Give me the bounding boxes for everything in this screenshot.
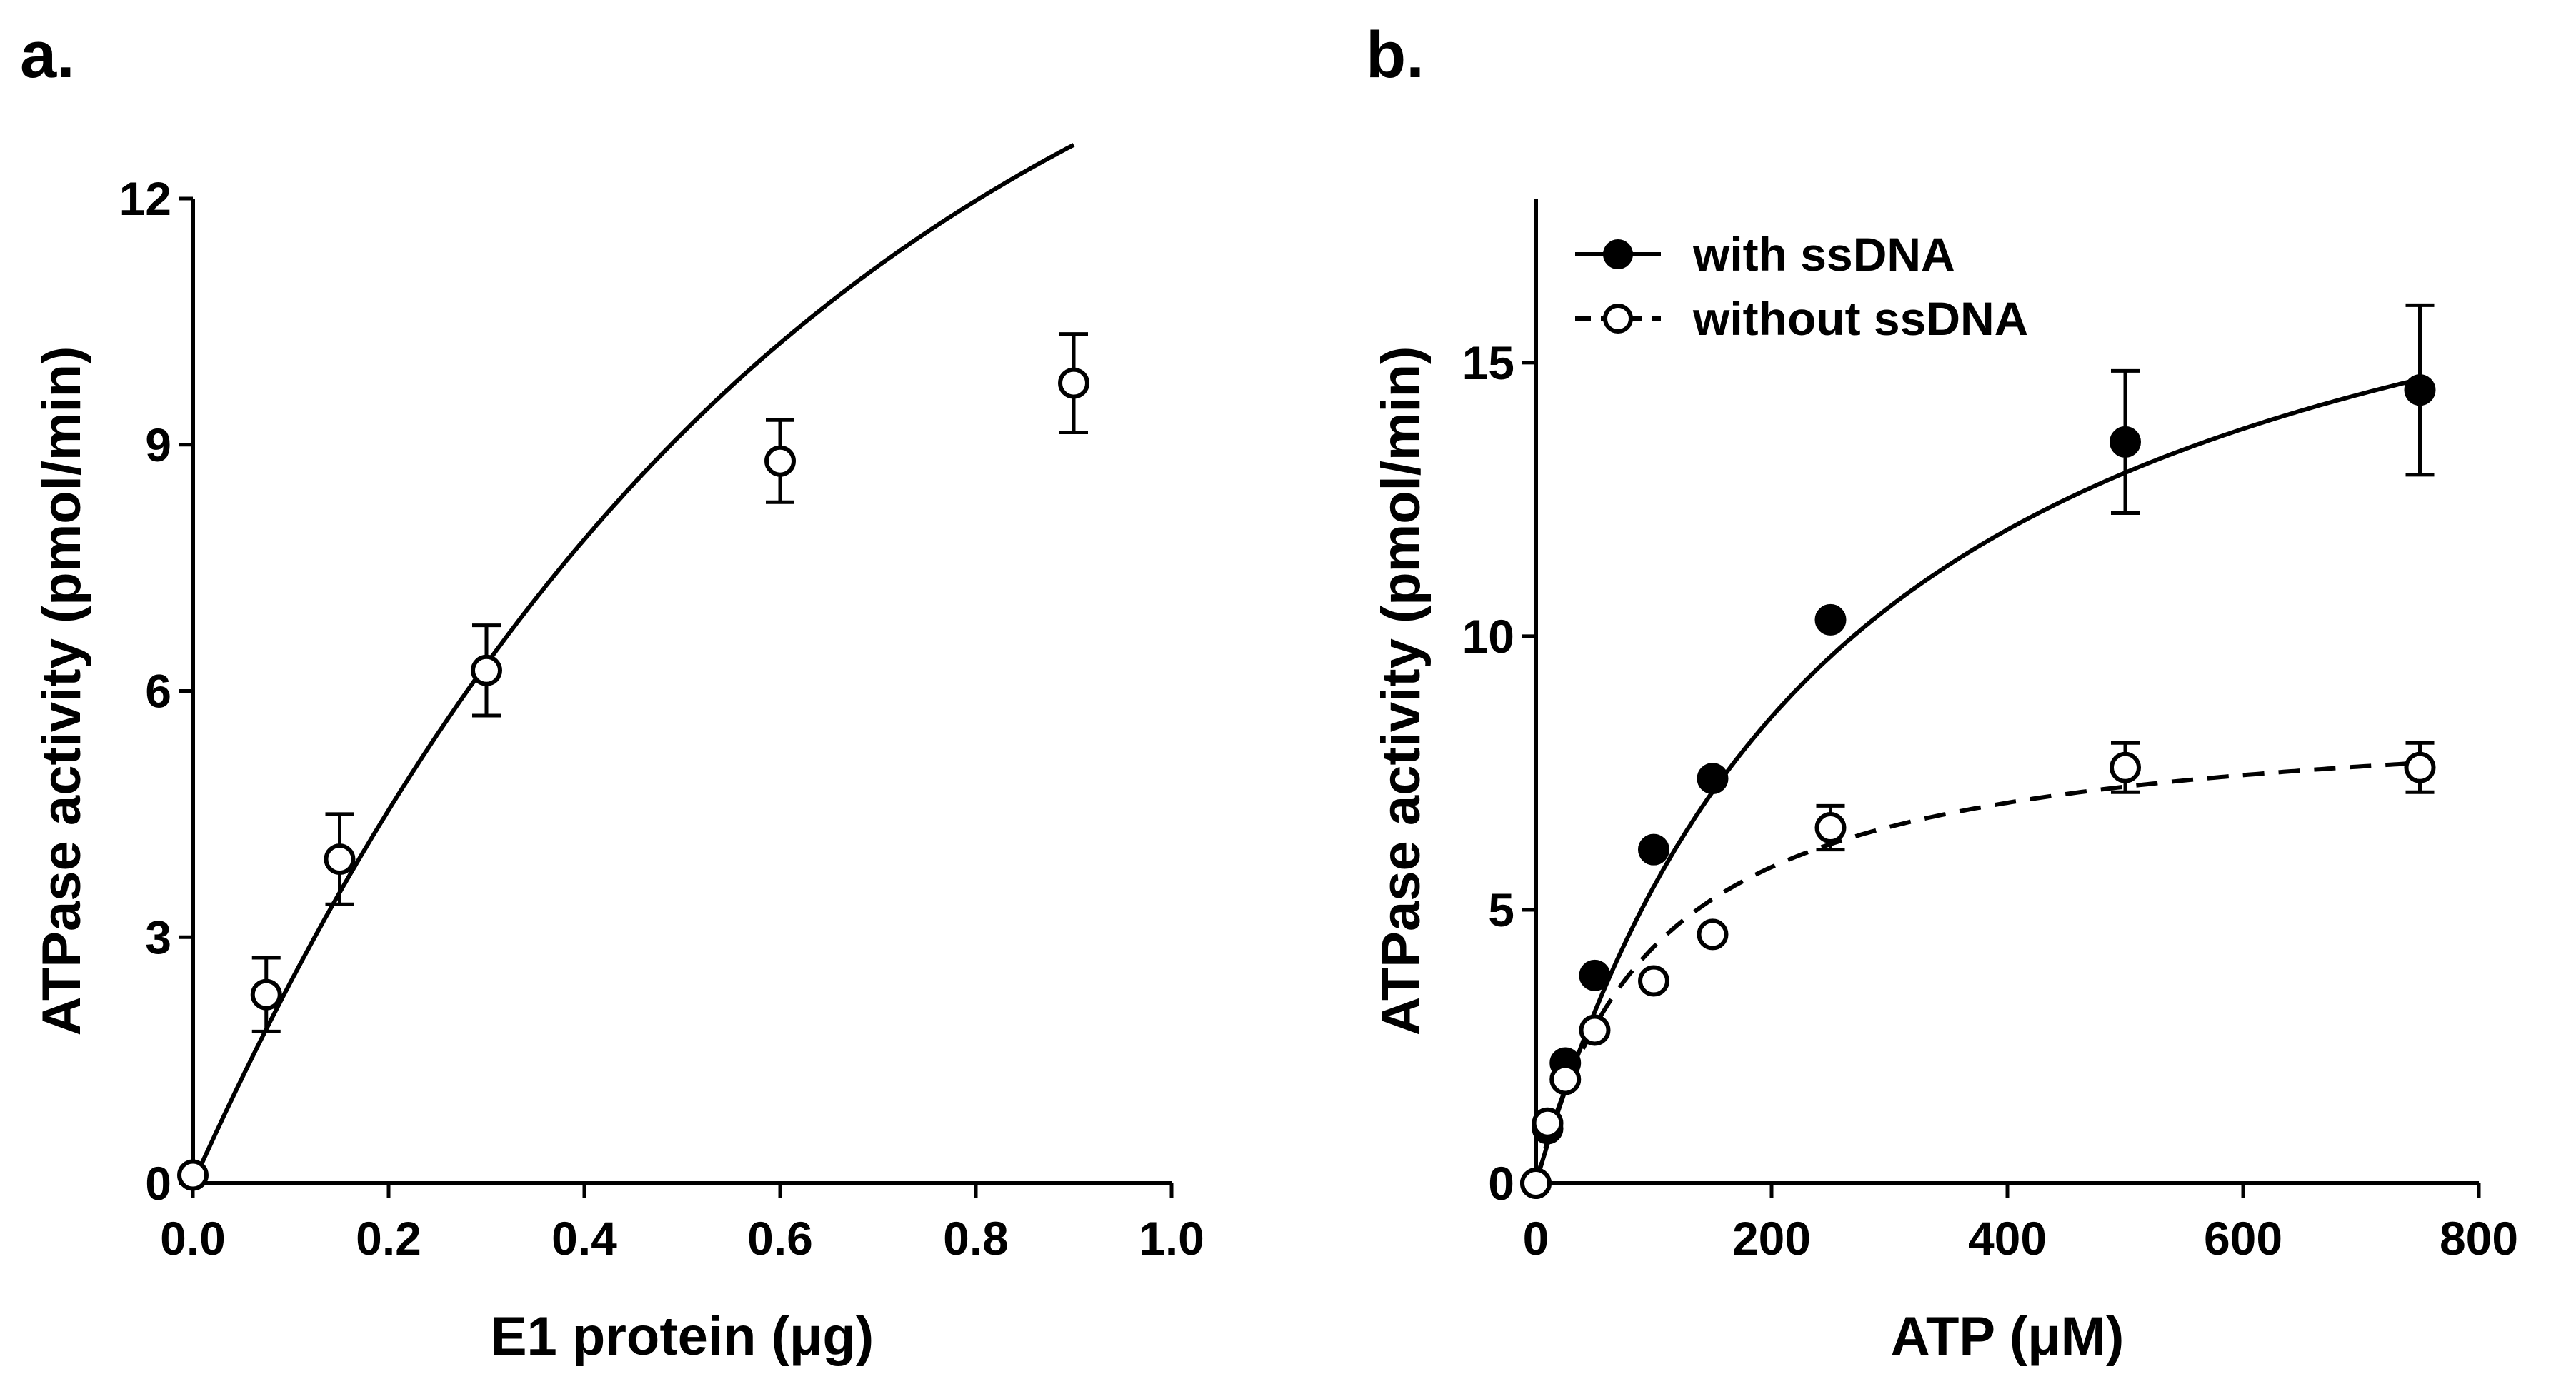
data-point <box>1697 763 1729 795</box>
fit-curve-series-0 <box>191 143 1075 1185</box>
panel-label-b: b. <box>1366 19 1424 91</box>
fit-curve-series-0 <box>1534 377 2421 1184</box>
data-point <box>2404 374 2436 406</box>
data-point <box>177 1159 209 1191</box>
x-tick-label: 0.0 <box>160 1212 226 1265</box>
y-tick-label: 9 <box>145 418 171 471</box>
data-point <box>1520 1168 1552 1199</box>
data-point <box>1532 1107 1564 1139</box>
x-tick-label: 800 <box>2440 1212 2518 1265</box>
data-point <box>2110 426 2141 458</box>
data-point <box>1638 833 1669 866</box>
y-tick-label: 0 <box>145 1157 171 1210</box>
chart-b: 0 200 400 600 800 0 5 10 15 ATP (μM) ATPase activi… <box>1371 199 2518 1367</box>
data-point <box>1638 965 1669 997</box>
data-point <box>471 654 502 686</box>
data-point <box>1579 959 1611 991</box>
data-point <box>1814 812 1847 844</box>
x-tick-label: 1.0 <box>1139 1212 1204 1265</box>
panel-label-a: a. <box>20 19 75 91</box>
x-tick-label: 400 <box>1968 1212 2047 1265</box>
y-axis-title: ATPase activity (pmol/min) <box>1371 346 1432 1036</box>
y-tick-label: 10 <box>1462 610 1514 663</box>
x-tick-label: 0 <box>1523 1212 1549 1265</box>
data-point <box>1549 1063 1582 1095</box>
fit-curve-series-1 <box>1534 761 2420 1184</box>
y-axis-title: ATPase activity (pmol/min) <box>31 346 92 1036</box>
y-tick-label: 6 <box>145 665 171 718</box>
y-tick-label: 3 <box>145 911 171 963</box>
y-tick-label: 5 <box>1488 883 1514 936</box>
data-point <box>324 843 356 876</box>
x-tick-label: 0.8 <box>943 1212 1009 1265</box>
data-point <box>2110 751 2141 783</box>
y-tick-label: 12 <box>119 172 171 225</box>
data-point <box>764 445 796 477</box>
data-point <box>250 978 282 1011</box>
legend-label: with ssDNA <box>1692 228 1955 281</box>
x-axis-title: ATP (μM) <box>1891 1306 2125 1367</box>
x-tick-label: 600 <box>2204 1212 2282 1265</box>
legend-marker <box>1603 304 1633 334</box>
x-tick-label: 200 <box>1732 1212 1811 1265</box>
data-point <box>1579 1014 1611 1046</box>
x-axis-title: E1 protein (μg) <box>491 1306 874 1367</box>
y-tick-label: 15 <box>1462 336 1514 389</box>
data-point <box>2404 751 2436 783</box>
x-tick-label: 0.4 <box>551 1212 617 1265</box>
y-tick-label: 0 <box>1488 1157 1514 1210</box>
x-tick-label: 0.6 <box>747 1212 813 1265</box>
x-tick-label: 0.2 <box>356 1212 421 1265</box>
chart-a: 0.0 0.2 0.4 0.6 0.8 1.0 0 3 6 9 12 E1 protein (μg) A… <box>31 143 1204 1367</box>
data-point <box>1697 918 1729 951</box>
data-point <box>1058 367 1089 399</box>
legend-marker <box>1603 239 1633 269</box>
data-point <box>1814 603 1847 636</box>
legend-label: without ssDNA <box>1692 292 2028 345</box>
